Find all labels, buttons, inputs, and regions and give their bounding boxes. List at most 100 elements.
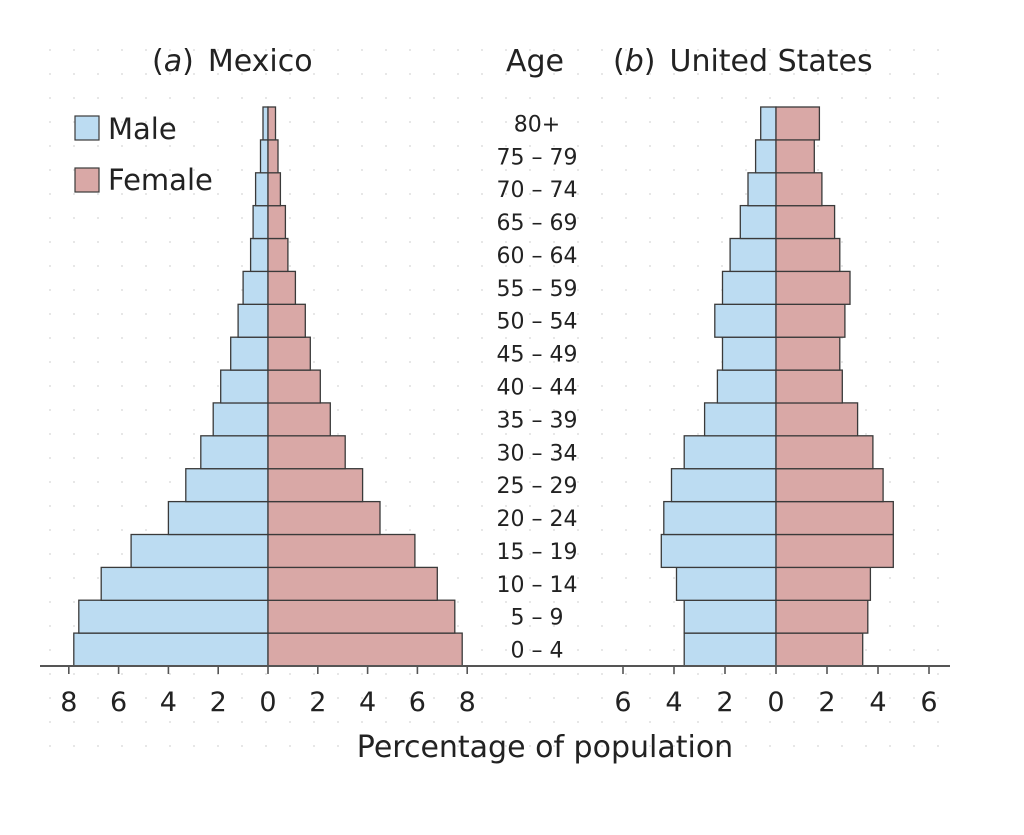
bar-a-male-10 xyxy=(237,303,269,338)
age-label-13: 65 – 69 xyxy=(497,211,578,236)
tick-label-b-2: 2 xyxy=(716,687,733,718)
age-label-11: 55 – 59 xyxy=(497,277,578,302)
tick-label-a-3: 2 xyxy=(210,687,227,718)
x-axis-label: Percentage of population xyxy=(357,730,733,765)
bar-a-female-12 xyxy=(267,237,289,273)
bar-a-male-2 xyxy=(100,566,269,601)
bar-a-male-3 xyxy=(130,533,269,569)
bar-b-female-14 xyxy=(775,172,823,207)
bar-b-female-1 xyxy=(775,599,869,634)
bar-a-male-13 xyxy=(252,204,269,240)
tick-label-b-0: 6 xyxy=(614,687,631,718)
tick-label-a-6: 4 xyxy=(359,687,376,718)
bar-a-male-4 xyxy=(167,500,269,536)
bar-a-male-6 xyxy=(200,435,269,470)
bar-a-male-0 xyxy=(73,632,269,667)
bar-b-male-3 xyxy=(660,533,777,569)
bar-b-male-10 xyxy=(714,303,777,338)
bar-a-female-1 xyxy=(267,599,456,634)
bar-b-female-15 xyxy=(775,139,815,174)
bar-a-female-3 xyxy=(267,533,416,569)
bar-b-female-13 xyxy=(775,204,836,240)
age-label-9: 45 – 49 xyxy=(497,343,578,368)
bar-a-male-15 xyxy=(259,139,269,174)
bar-b-female-3 xyxy=(775,533,894,569)
bar-b-male-2 xyxy=(675,566,777,601)
bar-a-male-11 xyxy=(242,270,269,305)
age-label-6: 30 – 34 xyxy=(497,441,578,466)
age-header: Age xyxy=(506,44,564,79)
legend-swatch-male xyxy=(74,115,100,141)
tick-label-a-8: 8 xyxy=(459,687,476,718)
bar-b-female-6 xyxy=(775,435,874,470)
age-label-12: 60 – 64 xyxy=(497,244,578,269)
bar-b-male-15 xyxy=(754,139,777,174)
bar-b-male-0 xyxy=(683,632,777,667)
age-label-16: 80+ xyxy=(514,112,560,137)
bar-a-male-16 xyxy=(262,106,269,141)
bar-b-female-11 xyxy=(775,270,851,305)
age-label-10: 50 – 54 xyxy=(497,310,578,335)
age-label-7: 35 – 39 xyxy=(497,408,578,433)
bar-b-male-16 xyxy=(760,106,777,141)
tick-label-a-4: 0 xyxy=(259,687,276,718)
bar-a-female-9 xyxy=(267,336,311,371)
tick-label-b-4: 2 xyxy=(818,687,835,718)
age-label-5: 25 – 29 xyxy=(497,474,578,499)
age-label-2: 10 – 14 xyxy=(497,573,578,598)
bar-a-male-8 xyxy=(220,369,269,404)
bar-a-female-16 xyxy=(267,106,277,141)
bar-a-female-4 xyxy=(267,500,381,536)
bar-a-female-14 xyxy=(267,172,282,207)
panel-b-name: United States xyxy=(669,44,872,79)
legend-label-female: Female xyxy=(108,163,213,197)
bar-a-female-10 xyxy=(267,303,306,338)
tick-label-b-6: 6 xyxy=(920,687,937,718)
bar-b-female-7 xyxy=(775,402,859,437)
bar-b-female-4 xyxy=(775,500,894,536)
bar-b-female-9 xyxy=(775,336,841,371)
panel-a-name: Mexico xyxy=(208,44,313,79)
bar-a-female-6 xyxy=(267,435,346,470)
tick-label-a-0: 8 xyxy=(60,687,77,718)
bar-b-female-12 xyxy=(775,237,841,273)
bar-a-female-11 xyxy=(267,270,297,305)
tick-label-a-2: 4 xyxy=(160,687,177,718)
panel-b-bars xyxy=(660,106,894,667)
bar-a-female-0 xyxy=(267,632,463,667)
tick-label-a-5: 2 xyxy=(309,687,326,718)
bar-a-female-5 xyxy=(267,468,364,503)
age-label-8: 40 – 44 xyxy=(497,376,578,401)
bar-b-male-7 xyxy=(703,402,777,437)
bar-a-female-15 xyxy=(267,139,279,174)
age-label-4: 20 – 24 xyxy=(497,507,578,532)
tick-label-b-3: 0 xyxy=(767,687,784,718)
bar-b-male-5 xyxy=(670,468,777,503)
bar-a-female-7 xyxy=(267,402,331,437)
bar-b-male-6 xyxy=(683,435,777,470)
bar-b-female-0 xyxy=(775,632,864,667)
bar-a-female-13 xyxy=(267,204,287,240)
bar-a-female-8 xyxy=(267,369,321,404)
age-label-14: 70 – 74 xyxy=(497,178,578,203)
bar-a-male-12 xyxy=(249,237,269,273)
bar-a-male-14 xyxy=(254,172,269,207)
bar-b-female-5 xyxy=(775,468,884,503)
panel-b-x-ticks: 6 4 2 0 2 4 6 xyxy=(614,666,938,718)
age-label-1: 5 – 9 xyxy=(511,606,564,631)
legend-swatch-female xyxy=(74,167,100,193)
bar-b-male-13 xyxy=(739,204,777,240)
legend: Male Female xyxy=(74,112,213,197)
bar-b-male-9 xyxy=(721,336,777,371)
bar-b-male-1 xyxy=(683,599,777,634)
panel-b-letter: b xyxy=(625,44,644,79)
age-label-15: 75 – 79 xyxy=(497,145,578,170)
bar-b-female-2 xyxy=(775,566,872,601)
bar-b-male-14 xyxy=(747,172,777,207)
bar-b-female-8 xyxy=(775,369,843,404)
age-label-0: 0 – 4 xyxy=(511,639,564,664)
bar-a-male-9 xyxy=(230,336,269,371)
panel-a-title: (a) Mexico xyxy=(152,44,313,79)
tick-label-a-7: 6 xyxy=(409,687,426,718)
